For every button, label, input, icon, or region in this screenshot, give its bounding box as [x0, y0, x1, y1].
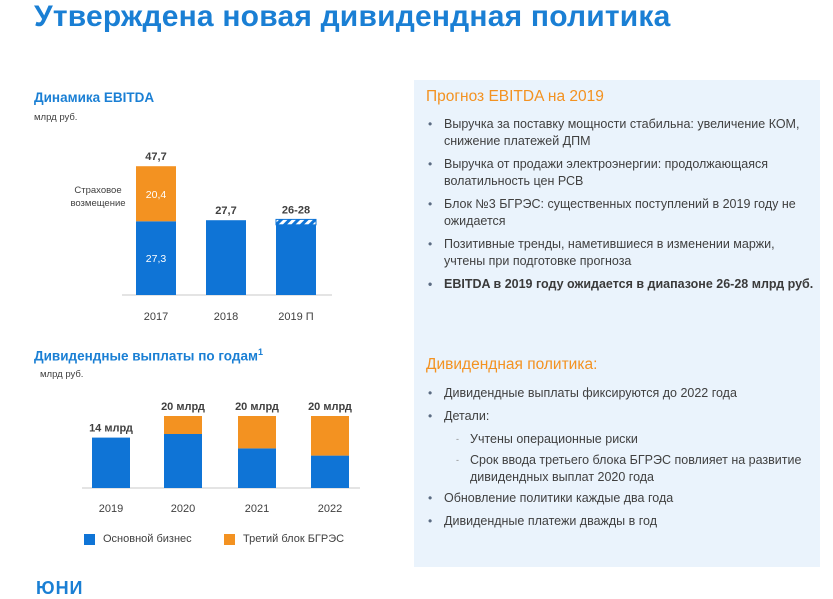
ebitda-chart: 27,3 20,4 47,7 2017 27,7 2018 26-28 2019 П Страх… [70, 151, 332, 323]
sub-list-item: Учтены операционные риски [426, 431, 814, 448]
company-logo: ЮНИ [36, 578, 84, 598]
ebitda-bar-range [275, 218, 317, 226]
dividend-total-label: 14 млрд [89, 423, 133, 435]
dividend-category-label: 2021 [245, 503, 269, 515]
dividend-bar-main [311, 455, 349, 488]
page-title: Утверждена новая дивидендная политика [34, 0, 671, 33]
ebitda-category-label: 2017 [144, 311, 168, 323]
dividend-chart-title-text: Дивидендные выплаты по годам [34, 348, 258, 364]
dividend-total-label: 20 млрд [161, 401, 205, 413]
policy-list: Дивидендные выплаты фиксируются до 2022 … [426, 385, 814, 536]
legend-swatch-third-block [224, 533, 235, 545]
ebitda-total-label: 47,7 [145, 151, 166, 163]
ebitda-bar-base [206, 220, 246, 295]
dividend-category-label: 2019 [99, 503, 123, 515]
dividend-bar-third-block [311, 416, 349, 456]
dividend-bar-main [92, 437, 130, 488]
dividend-category-label: 2020 [171, 503, 195, 515]
dividend-total-label: 20 млрд [235, 401, 279, 413]
legend-label-main: Основной бизнес [103, 533, 192, 545]
forecast-heading: Прогноз EBITDA на 2019 [426, 88, 604, 105]
ebitda-bar-insurance [136, 166, 176, 222]
list-item: EBITDA в 2019 году ожидается в диапазоне… [426, 276, 814, 293]
list-item: Дивидендные выплаты фиксируются до 2022 … [426, 385, 814, 402]
dividend-chart-title: Дивидендные выплаты по годам1 [34, 347, 263, 364]
dividend-bar-main [238, 448, 276, 488]
footnote-marker: 1 [257, 347, 263, 357]
dividend-chart: 14 млрд 2019 20 млрд 2020 20 млрд 2021 20 млрд… [82, 401, 360, 515]
ebitda-bar-base [136, 221, 176, 295]
legend-swatch-main [84, 533, 95, 545]
ebitda-bar-value-label: 27,3 [146, 253, 167, 265]
sub-list-item: Срок ввода третьего блока БГРЭС повлияет… [426, 452, 814, 486]
ebitda-unit: млрд руб. [34, 112, 78, 123]
list-item: Позитивные тренды, наметившиеся в измене… [426, 236, 814, 270]
list-item: Выручка за поставку мощности стабильна: … [426, 116, 814, 150]
forecast-list: Выручка за поставку мощности стабильна: … [426, 116, 814, 299]
info-panel: Прогноз EBITDA на 2019 Выручка за постав… [414, 80, 820, 567]
legend-item-third-block: Третий блок БГРЭС [224, 533, 344, 545]
list-item: Блок №3 БГРЭС: существенных поступлений … [426, 196, 814, 230]
dividend-unit: млрд руб. [40, 369, 84, 380]
dividend-bar-main [164, 434, 202, 488]
legend-item-main: Основной бизнес [84, 533, 192, 545]
dividend-bar-third-block [238, 416, 276, 449]
list-item: Выручка от продажи электроэнергии: продо… [426, 156, 814, 190]
ebitda-bar-value-label: 20,4 [146, 189, 167, 201]
ebitda-annotation: Страховое возмещение [70, 185, 125, 209]
list-item: Дивидендные платежи дважды в год [426, 513, 814, 530]
ebitda-total-label: 27,7 [215, 205, 236, 217]
dividend-bar-third-block [164, 416, 202, 434]
list-item: Обновление политики каждые два года [426, 490, 814, 507]
legend-label-third-block: Третий блок БГРЭС [243, 533, 345, 545]
ebitda-category-label: 2019 П [278, 311, 314, 323]
list-item: Детали: [426, 408, 814, 425]
ebitda-category-label: 2018 [214, 311, 238, 323]
ebitda-chart-title: Динамика EBITDA [34, 90, 155, 105]
dividend-total-label: 20 млрд [308, 401, 352, 413]
ebitda-total-label: 26-28 [282, 204, 310, 216]
policy-heading: Дивидендная политика: [426, 356, 598, 373]
dividend-category-label: 2022 [318, 503, 342, 515]
ebitda-bar-base [276, 224, 316, 295]
